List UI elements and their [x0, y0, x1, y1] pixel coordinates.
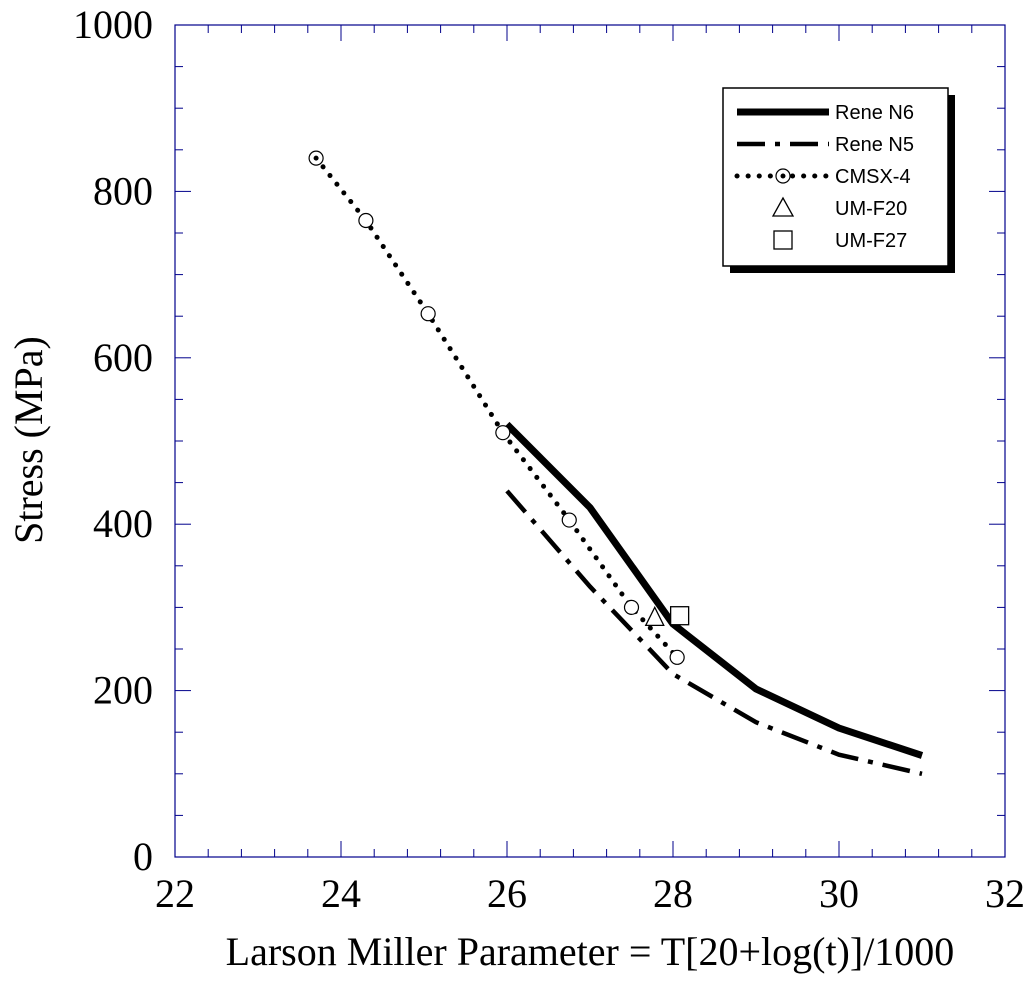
- data-point-cmsx-4: [669, 649, 685, 665]
- y-tick-label: 800: [93, 168, 153, 213]
- data-point-cmsx-4: [623, 599, 640, 616]
- legend-label-um-f20: UM-F20: [835, 198, 907, 220]
- data-point-um-f27: [669, 606, 690, 626]
- legend-label-rene-n5: Rene N5: [835, 134, 914, 156]
- x-tick-label: 26: [487, 871, 527, 916]
- y-tick-label: 400: [93, 501, 153, 546]
- x-tick-label: 22: [155, 871, 195, 916]
- y-tick-label: 200: [93, 668, 153, 713]
- legend-marker-um-f20: [771, 196, 795, 217]
- data-point-cmsx-4: [420, 306, 436, 322]
- x-tick-label: 32: [985, 871, 1025, 916]
- series-line-rene-n6: [504, 421, 924, 759]
- series-line-cmsx-4: [313, 155, 680, 660]
- x-tick-label: 24: [321, 871, 361, 916]
- series-line-rene-n5: [505, 489, 923, 776]
- legend-marker-um-f27: [773, 230, 793, 250]
- y-tick-label: 0: [133, 834, 153, 879]
- y-tick-label: 1000: [73, 2, 153, 47]
- data-point-cmsx-4: [561, 512, 577, 528]
- y-axis-title: Stress (MPa): [6, 336, 51, 544]
- legend-label-rene-n6: Rene N6: [835, 102, 914, 124]
- x-tick-label: 28: [653, 871, 693, 916]
- data-point-um-f20: [644, 605, 665, 627]
- data-point-center-cmsx-4: [313, 155, 319, 161]
- legend-label-um-f27: UM-F27: [835, 230, 907, 252]
- x-tick-label: 30: [819, 871, 859, 916]
- legend-marker-center-cmsx-4: [780, 173, 786, 179]
- data-point-cmsx-4: [495, 425, 511, 441]
- legend-label-cmsx-4: CMSX-4: [835, 166, 911, 188]
- data-point-cmsx-4: [358, 212, 374, 229]
- y-tick-label: 600: [93, 335, 153, 380]
- x-axis-title: Larson Miller Parameter = T[20+log(t)]/1…: [226, 929, 955, 974]
